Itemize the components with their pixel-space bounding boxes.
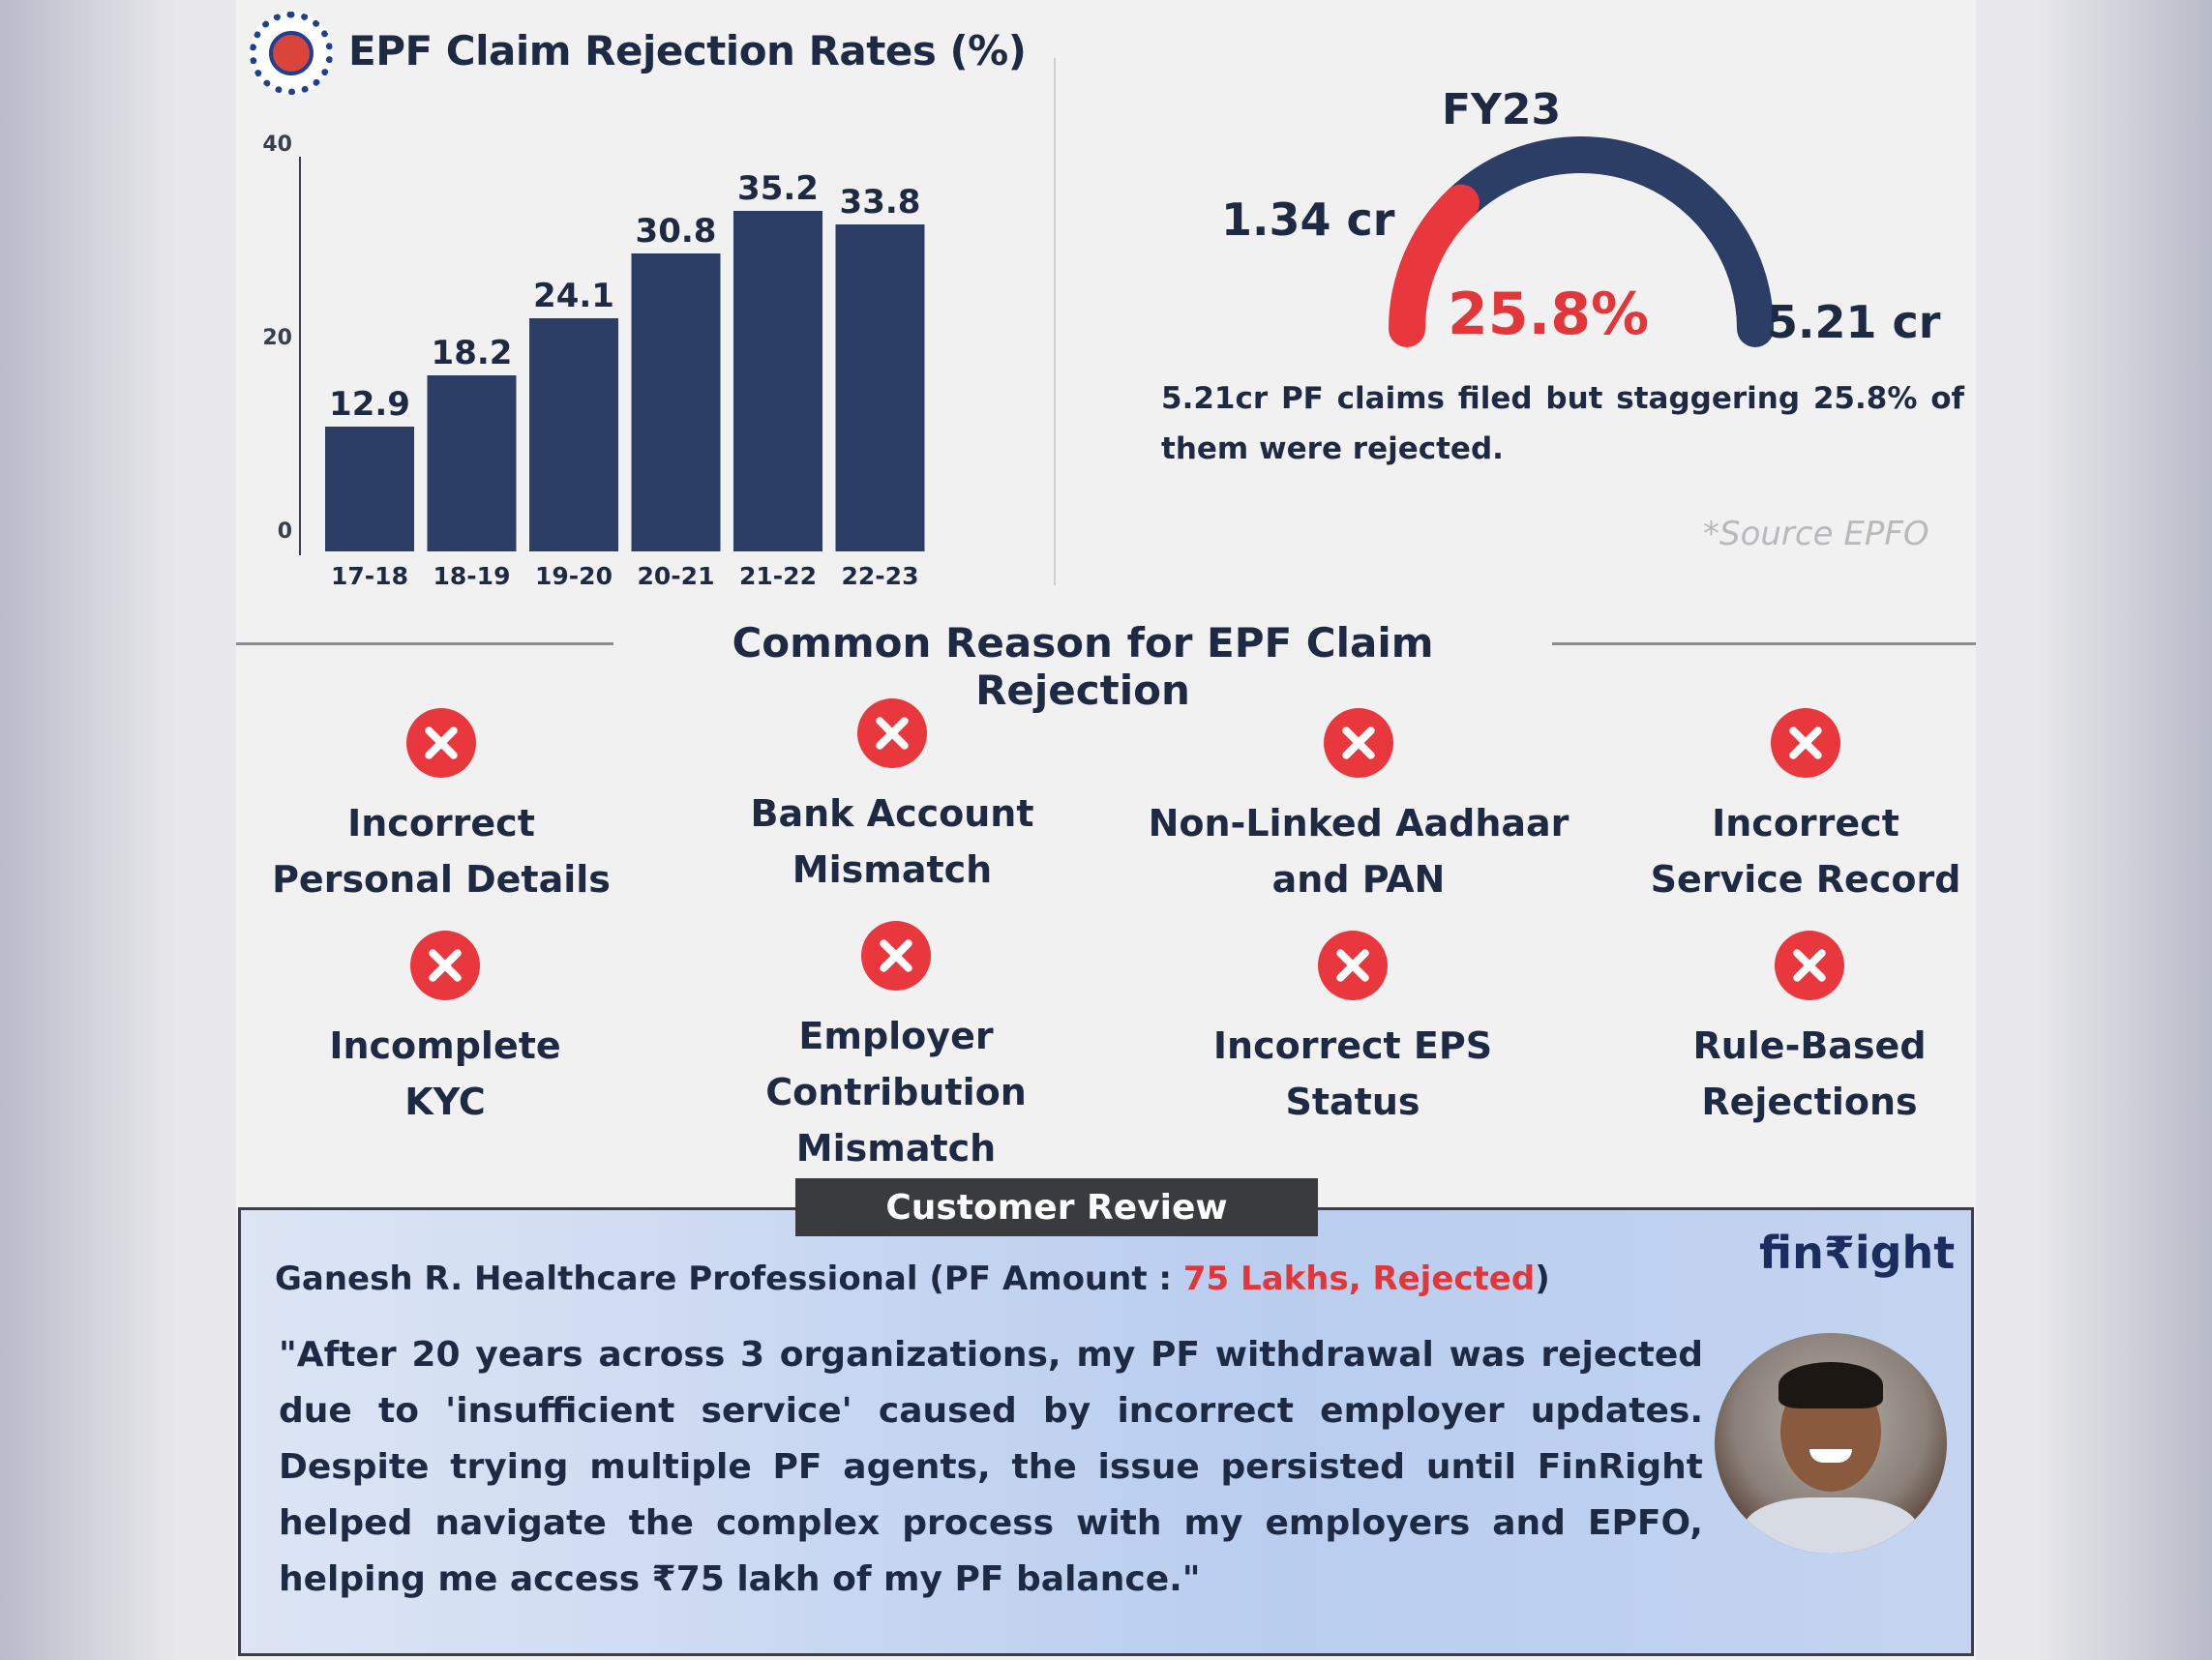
customer-review-box <box>238 1207 1974 1656</box>
y-tick-label: 20 <box>262 326 292 350</box>
rejection-rate-bar-chart: 0 20 40 12.9 17-18 18.2 18-19 24.1 19-20 30.8 20-2… <box>262 133 925 590</box>
close-icon <box>406 708 476 778</box>
section-title: Common Reason for EPF Claim Rejection <box>732 619 1434 714</box>
reason-label: Non-Linked Aadhaar and PAN <box>1148 802 1569 901</box>
bar <box>529 318 618 551</box>
reviewer-avatar <box>1715 1333 1947 1554</box>
gauge-filled-arc <box>1389 184 1480 347</box>
reviewer-highlight: 75 Lakhs, Rejected <box>1182 1260 1536 1298</box>
epfo-logo <box>250 12 333 95</box>
bar <box>325 427 414 551</box>
close-icon <box>857 698 927 768</box>
gauge-center-label: 25.8% <box>1448 281 1650 348</box>
bar <box>835 224 925 551</box>
reason-item: Non-Linked Aadhaar and PAN <box>1136 708 1581 907</box>
reason-item: Bank Account Mismatch <box>670 698 1115 898</box>
gauge-title: FY23 <box>1442 85 1562 134</box>
close-icon <box>410 931 480 1000</box>
fy23-gauge <box>1389 136 1774 347</box>
bar <box>427 375 517 551</box>
reviewer-suffix: ) <box>1535 1260 1550 1298</box>
reason-item: Incomplete KYC <box>223 931 668 1130</box>
y-tick-label: 0 <box>278 519 292 544</box>
x-tick-label: 20-21 <box>638 562 715 590</box>
close-icon <box>861 921 931 991</box>
bar <box>631 253 721 551</box>
bar-value-label: 12.9 <box>329 385 410 424</box>
x-tick-label: 19-20 <box>535 562 613 590</box>
x-tick-label: 21-22 <box>739 562 817 590</box>
finright-logo: fin₹ight <box>1759 1227 1956 1279</box>
bar-value-label: 30.8 <box>636 212 717 251</box>
x-tick-label: 17-18 <box>331 562 408 590</box>
reason-label: Bank Account Mismatch <box>750 792 1034 891</box>
infographic-card: EPF Claim Rejection Rates (%) 0 20 40 12.9 1… <box>236 0 1976 1660</box>
close-icon <box>1775 931 1844 1000</box>
gauge-track-arc <box>1442 136 1774 347</box>
reason-item: Incorrect Service Record <box>1583 708 2028 907</box>
gauge-right-label: 5.21 cr <box>1767 296 1941 348</box>
reason-label: Incorrect Personal Details <box>272 802 611 901</box>
reason-item: Incorrect Personal Details <box>219 708 664 907</box>
section-rule-left <box>236 642 613 645</box>
reviewer-prefix: Ganesh R. Healthcare Professional (PF Am… <box>275 1260 1183 1298</box>
bar-value-label: 18.2 <box>432 334 513 372</box>
y-tick-label: 40 <box>262 133 292 157</box>
gauge-left-label: 1.34 cr <box>1221 193 1395 246</box>
section-rule-right <box>1552 642 1976 645</box>
reason-label: Incorrect EPS Status <box>1212 1024 1493 1123</box>
bar <box>733 211 822 551</box>
x-tick-label: 18-19 <box>433 562 511 590</box>
bar-value-label: 24.1 <box>533 277 614 315</box>
bar-value-label: 33.8 <box>840 183 921 222</box>
reason-label: Incomplete KYC <box>329 1024 561 1123</box>
reason-label: Employer Contribution Mismatch <box>765 1015 1027 1170</box>
reason-item: Employer Contribution Mismatch <box>673 921 1119 1176</box>
x-tick-label: 22-23 <box>842 562 919 590</box>
review-quote: "After 20 years across 3 organizations, … <box>279 1335 1703 1599</box>
close-icon <box>1771 708 1840 778</box>
close-icon <box>1324 708 1393 778</box>
bar-value-label: 35.2 <box>737 169 819 208</box>
vertical-divider <box>1054 58 1056 585</box>
reason-label: Rule-Based Rejections <box>1692 1024 1927 1123</box>
gauge-caption: 5.21cr PF claims filed but staggering 25… <box>1161 381 1964 466</box>
reason-label: Incorrect Service Record <box>1650 802 1961 901</box>
close-icon <box>1318 931 1388 1000</box>
customer-review-tab: Customer Review <box>795 1178 1318 1236</box>
source-note: *Source EPFO <box>1703 515 1929 553</box>
chart-title: EPF Claim Rejection Rates (%) <box>348 27 1027 74</box>
reviewer-line: Ganesh R. Healthcare Professional (PF Am… <box>275 1260 1550 1298</box>
reason-item: Incorrect EPS Status <box>1130 931 1575 1130</box>
reason-item: Rule-Based Rejections <box>1587 931 2032 1130</box>
